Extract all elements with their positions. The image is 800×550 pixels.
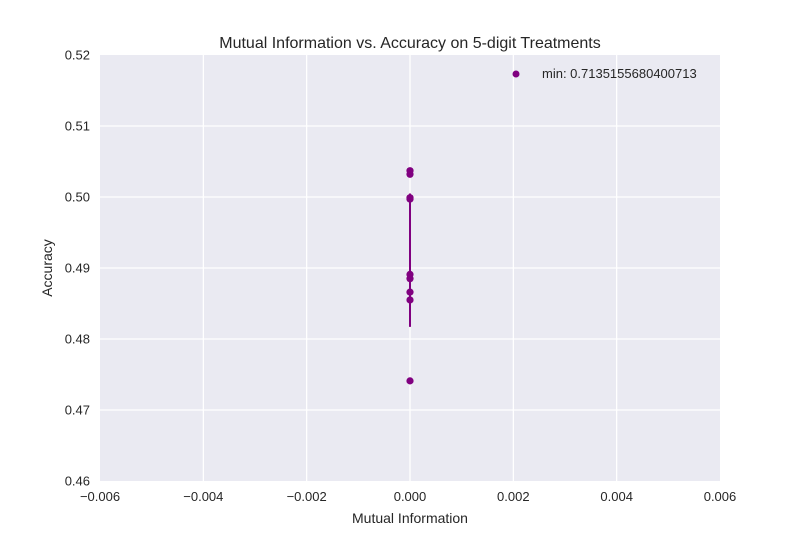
x-tick-labels: −0.006 −0.004 −0.002 0.000 0.002 0.004 0.006 — [80, 489, 736, 504]
chart-title: Mutual Information vs. Accuracy on 5-dig… — [219, 35, 601, 52]
y-tick-label: 0.51 — [65, 119, 90, 134]
data-point — [406, 170, 414, 178]
y-tick-label: 0.47 — [65, 403, 90, 418]
x-tick-label: −0.004 — [183, 489, 223, 504]
y-tick-labels: 0.46 0.47 0.48 0.49 0.50 0.51 0.52 — [65, 48, 90, 489]
x-tick-label: 0.006 — [704, 489, 737, 504]
legend-marker — [512, 70, 520, 78]
data-point — [406, 275, 414, 283]
data-point — [406, 195, 414, 203]
x-tick-label: 0.002 — [497, 489, 530, 504]
legend-label: min: 0.7135155680400713 — [542, 66, 697, 81]
y-tick-label: 0.46 — [65, 474, 90, 489]
data-points — [406, 167, 414, 385]
y-tick-label: 0.49 — [65, 261, 90, 276]
x-axis-label: Mutual Information — [352, 510, 468, 526]
x-tick-label: −0.006 — [80, 489, 120, 504]
y-tick-label: 0.50 — [65, 190, 90, 205]
y-tick-label: 0.52 — [65, 48, 90, 63]
x-tick-label: 0.004 — [600, 489, 633, 504]
y-axis-label: Accuracy — [39, 239, 55, 297]
x-tick-label: −0.002 — [287, 489, 327, 504]
data-point — [406, 288, 414, 296]
data-point — [406, 296, 414, 304]
legend: min: 0.7135155680400713 — [512, 66, 697, 81]
data-point — [406, 377, 414, 385]
x-tick-label: 0.000 — [394, 489, 427, 504]
y-tick-label: 0.48 — [65, 332, 90, 347]
